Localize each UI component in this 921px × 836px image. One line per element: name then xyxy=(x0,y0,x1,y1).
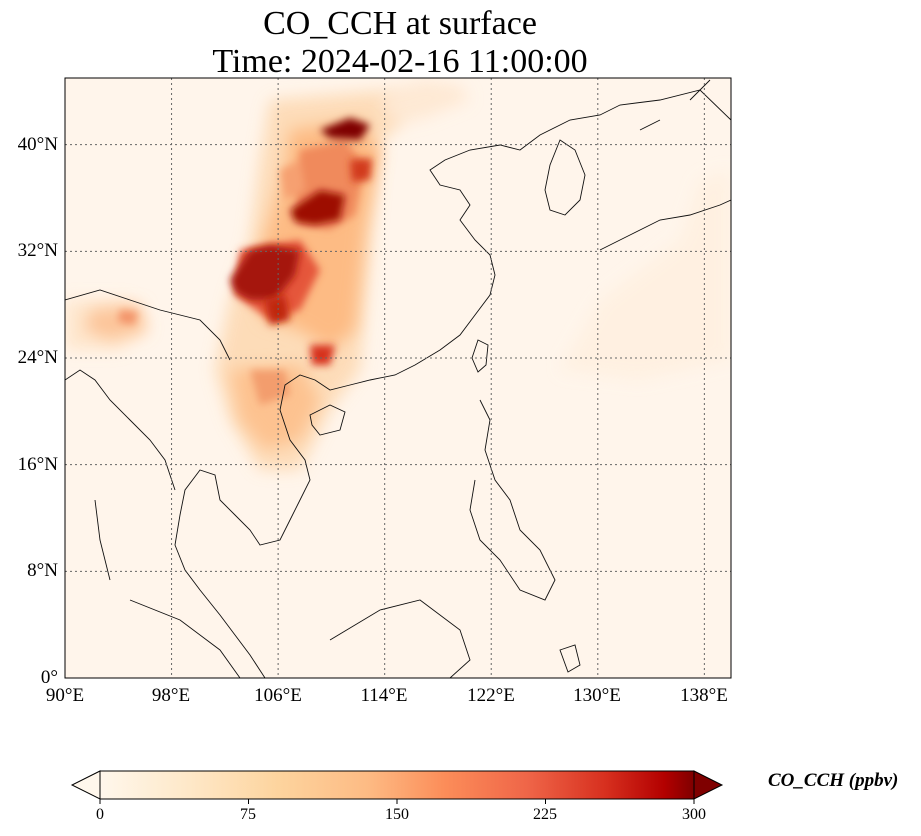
lat-tick-label: 40°N xyxy=(17,134,58,155)
colorbar-gradient xyxy=(99,770,695,800)
lat-tick-label: 0° xyxy=(40,667,58,688)
colorbar-tick-label: 150 xyxy=(385,806,409,823)
lon-tick-label: 90°E xyxy=(45,685,85,706)
coastlines xyxy=(65,79,731,678)
lon-tick-label: 106°E xyxy=(254,685,302,706)
colorbar-tick-label: 225 xyxy=(533,806,557,823)
lon-tick-label: 130°E xyxy=(573,685,621,706)
gridlines xyxy=(65,78,731,678)
map-subtitle-time: Time: 2024-02-16 11:00:00 xyxy=(212,43,588,80)
map-title: CO_CCH at surface xyxy=(263,5,537,42)
colorbar-tick-label: 75 xyxy=(240,806,256,823)
map-frame xyxy=(64,77,732,679)
lon-tick-label: 114°E xyxy=(360,685,408,706)
colorbar-extend-max xyxy=(693,770,724,800)
co-concentration-field xyxy=(65,80,731,470)
lon-tick-label: 138°E xyxy=(680,685,728,706)
colorbar-extend-min xyxy=(70,770,101,800)
lon-tick-label: 98°E xyxy=(151,685,191,706)
lat-tick-label: 32°N xyxy=(17,240,58,261)
colorbar-tick-label: 300 xyxy=(682,806,706,823)
lat-tick-label: 24°N xyxy=(17,347,58,368)
map-background xyxy=(65,78,731,678)
lon-tick-label: 122°E xyxy=(467,685,515,706)
lat-tick-label: 8°N xyxy=(27,560,58,581)
lat-tick-label: 16°N xyxy=(17,454,58,475)
colorbar-label: CO_CCH (ppbv) xyxy=(768,770,899,791)
colorbar-tick-label: 0 xyxy=(96,806,104,823)
